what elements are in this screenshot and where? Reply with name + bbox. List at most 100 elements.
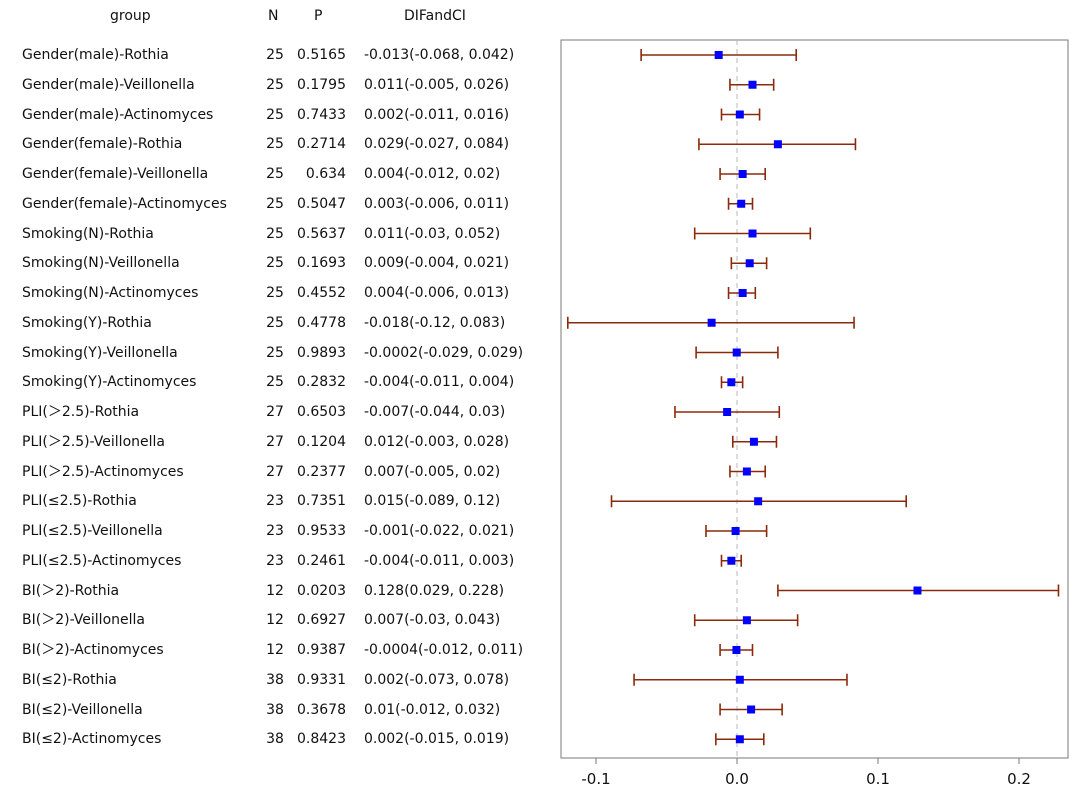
row-ci-value: -0.0004(-0.012, 0.011) xyxy=(364,642,524,658)
row-n-value: 23 xyxy=(266,552,284,569)
row-group-label: Gender(female)-Rothia xyxy=(22,136,183,153)
row-n-value: 25 xyxy=(266,374,284,391)
header-p: P xyxy=(314,8,323,24)
point-estimate xyxy=(727,556,736,565)
row-group-label: PLI(＞2.5)-Actinomyces xyxy=(22,463,184,480)
row-group-label: PLI(≤2.5)-Veillonella xyxy=(22,523,163,539)
row-n-value: 25 xyxy=(266,106,284,123)
row-n-value: 25 xyxy=(266,344,284,361)
row-p-value: 0.1204 xyxy=(297,433,346,450)
point-estimate xyxy=(714,51,723,59)
point-estimate xyxy=(735,110,744,119)
row-n-value: 25 xyxy=(266,225,284,242)
row-p-value: 0.5165 xyxy=(297,47,346,63)
row-group-label: Gender(female)-Veillonella xyxy=(22,166,209,182)
row-n-value: 38 xyxy=(266,731,284,748)
row-ci-value: -0.004(-0.011, 0.004) xyxy=(364,374,515,391)
row-p-value: 0.2377 xyxy=(297,463,346,480)
row-p-value: 0.2714 xyxy=(297,136,346,153)
row-ci-value: 0.011(-0.03, 0.052) xyxy=(364,225,501,242)
row-p-value: 0.0203 xyxy=(297,582,346,599)
row-ci-value: 0.003(-0.006, 0.011) xyxy=(364,195,510,212)
point-estimate xyxy=(754,497,763,506)
row-p-value: 0.1795 xyxy=(297,76,346,93)
row-ci-value: 0.029(-0.027, 0.084) xyxy=(364,136,510,153)
row-p-value: 0.5637 xyxy=(297,225,346,242)
row-ci-value: 0.007(-0.03, 0.043) xyxy=(364,612,501,629)
point-estimate xyxy=(732,646,741,654)
row-ci-value: -0.0002(-0.029, 0.029) xyxy=(364,344,524,361)
header-ci: DIFandCI xyxy=(404,8,466,24)
row-group-label: BI(＞2)-Actinomyces xyxy=(22,642,164,658)
row-p-value: 0.9533 xyxy=(297,523,346,539)
row-group-label: Gender(female)-Actinomyces xyxy=(22,195,227,212)
row-group-label: Smoking(N)-Rothia xyxy=(22,225,154,242)
row-p-value: 0.4552 xyxy=(297,285,346,301)
row-ci-value: 0.007(-0.005, 0.02) xyxy=(364,463,501,480)
row-ci-value: 0.004(-0.006, 0.013) xyxy=(364,285,510,301)
row-group-label: Gender(male)-Actinomyces xyxy=(22,106,214,123)
point-estimate xyxy=(745,259,754,268)
row-ci-value: 0.002(-0.011, 0.016) xyxy=(364,106,510,123)
point-estimate xyxy=(732,348,741,357)
row-n-value: 23 xyxy=(266,523,284,539)
row-p-value: 0.634 xyxy=(305,166,346,182)
plot-frame xyxy=(560,39,1069,759)
row-group-label: PLI(＞2.5)-Veillonella xyxy=(22,433,165,450)
row-p-value: 0.9387 xyxy=(297,642,346,658)
row-ci-value: -0.018(-0.12, 0.083) xyxy=(364,314,506,331)
row-p-value: 0.2461 xyxy=(297,552,346,569)
point-estimate xyxy=(738,170,747,178)
row-ci-value: -0.013(-0.068, 0.042) xyxy=(364,47,515,63)
row-group-label: Smoking(Y)-Veillonella xyxy=(22,344,178,361)
row-group-label: Smoking(N)-Actinomyces xyxy=(22,285,199,301)
point-estimate xyxy=(737,199,746,208)
row-ci-value: 0.011(-0.005, 0.026) xyxy=(364,76,510,93)
row-ci-value: 0.002(-0.073, 0.078) xyxy=(364,671,510,688)
point-estimate xyxy=(748,229,757,238)
row-group-label: Gender(male)-Rothia xyxy=(22,47,169,63)
header-group: group xyxy=(110,8,151,24)
row-group-label: PLI(＞2.5)-Rothia xyxy=(22,404,140,420)
point-estimate xyxy=(773,140,782,149)
row-n-value: 12 xyxy=(266,582,284,599)
row-n-value: 27 xyxy=(266,433,284,450)
row-p-value: 0.7351 xyxy=(297,493,346,510)
point-estimate xyxy=(913,586,922,595)
point-estimate xyxy=(742,616,751,625)
point-estimate xyxy=(707,318,716,327)
row-p-value: 0.7433 xyxy=(297,106,346,123)
row-group-label: Gender(male)-Veillonella xyxy=(22,76,195,93)
row-group-label: Smoking(Y)-Actinomyces xyxy=(22,374,197,391)
row-n-value: 12 xyxy=(266,642,284,658)
row-p-value: 0.4778 xyxy=(297,314,346,331)
row-ci-value: -0.007(-0.044, 0.03) xyxy=(364,404,506,420)
row-group-label: PLI(≤2.5)-Rothia xyxy=(22,493,137,510)
row-ci-value: 0.01(-0.012, 0.032) xyxy=(364,701,501,718)
row-group-label: Smoking(Y)-Rothia xyxy=(22,314,152,331)
header-n: N xyxy=(268,8,279,24)
row-p-value: 0.9893 xyxy=(297,344,346,361)
x-tick-label: 0.2 xyxy=(1007,770,1031,788)
row-p-value: 0.5047 xyxy=(297,195,346,212)
row-n-value: 25 xyxy=(266,195,284,212)
row-n-value: 12 xyxy=(266,612,284,629)
row-ci-value: 0.009(-0.004, 0.021) xyxy=(364,255,510,272)
point-estimate xyxy=(735,675,744,684)
row-ci-value: 0.002(-0.015, 0.019) xyxy=(364,731,510,748)
row-group-label: Smoking(N)-Veillonella xyxy=(22,255,180,272)
x-tick-label: 0.1 xyxy=(866,770,890,788)
row-ci-value: -0.001(-0.022, 0.021) xyxy=(364,523,515,539)
x-tick-label: 0.0 xyxy=(725,770,749,788)
point-estimate xyxy=(731,527,740,535)
point-estimate xyxy=(723,408,732,416)
point-estimate xyxy=(748,80,757,89)
row-group-label: BI(≤2)-Rothia xyxy=(22,671,117,688)
row-p-value: 0.2832 xyxy=(297,374,346,391)
row-p-value: 0.3678 xyxy=(297,701,346,718)
row-group-label: BI(≤2)-Veillonella xyxy=(22,701,143,718)
row-n-value: 25 xyxy=(266,47,284,63)
row-ci-value: -0.004(-0.011, 0.003) xyxy=(364,552,515,569)
point-estimate xyxy=(742,467,751,476)
